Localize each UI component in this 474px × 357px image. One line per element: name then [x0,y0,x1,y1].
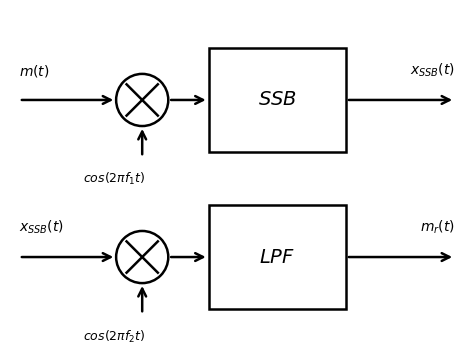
Text: $x_{SSB}(t)$: $x_{SSB}(t)$ [410,61,455,79]
Text: $m_r(t)$: $m_r(t)$ [420,218,455,236]
Bar [209,48,346,152]
Text: $cos(2\pi f_2 t)$: $cos(2\pi f_2 t)$ [83,328,146,345]
Text: $cos(2\pi f_1 t)$: $cos(2\pi f_1 t)$ [83,171,146,187]
Bar [209,205,346,309]
Text: $m(t)$: $m(t)$ [19,62,49,79]
Text: $\mathit{SSB}$: $\mathit{SSB}$ [258,90,297,110]
Text: $x_{SSB}(t)$: $x_{SSB}(t)$ [19,218,64,236]
Text: $\mathit{LPF}$: $\mathit{LPF}$ [259,247,295,267]
